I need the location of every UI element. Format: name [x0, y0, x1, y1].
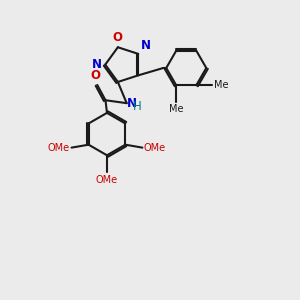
- Text: O: O: [91, 69, 101, 82]
- Text: N: N: [92, 58, 102, 71]
- Text: Me: Me: [169, 104, 184, 114]
- Text: N: N: [141, 38, 151, 52]
- Text: OMe: OMe: [144, 142, 166, 153]
- Text: H: H: [133, 100, 142, 112]
- Text: OMe: OMe: [48, 142, 70, 153]
- Text: OMe: OMe: [96, 175, 118, 185]
- Text: N: N: [127, 97, 137, 110]
- Text: Me: Me: [214, 80, 228, 90]
- Text: O: O: [113, 31, 123, 44]
